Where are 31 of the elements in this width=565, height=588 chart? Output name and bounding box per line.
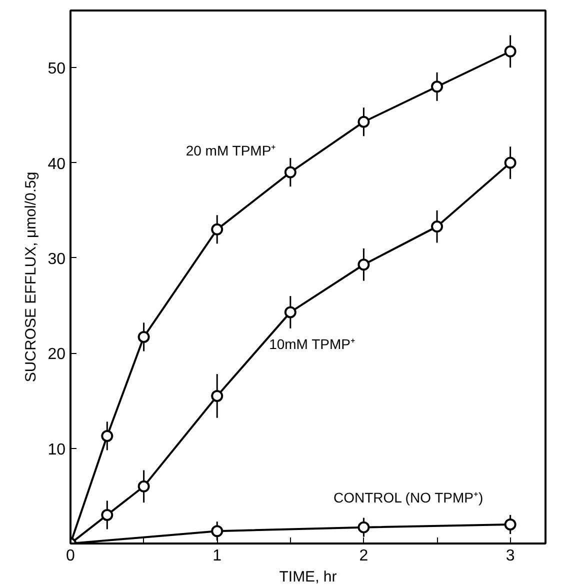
series-label: 10mM TPMP⁺ xyxy=(269,336,356,352)
x-tick-label: 3 xyxy=(506,548,515,564)
point xyxy=(504,156,516,169)
point xyxy=(211,525,224,538)
x-axis-title: TIME, hr xyxy=(279,568,337,586)
point xyxy=(358,258,370,271)
y-tick-label: 40 xyxy=(48,156,66,173)
point xyxy=(431,220,444,233)
point xyxy=(284,306,296,318)
point xyxy=(211,390,224,402)
point xyxy=(504,518,516,530)
point xyxy=(284,166,296,178)
y-tick-label: 30 xyxy=(48,250,66,268)
point xyxy=(358,521,370,534)
series-label: 20 mM TPMP⁺ xyxy=(186,142,276,158)
point xyxy=(211,223,224,236)
x-tick-label: 2 xyxy=(359,548,368,564)
y-tick-label: 10 xyxy=(48,441,66,458)
y-axis-title: SUCROSE EFFLUX, μmol/0.5g xyxy=(22,172,40,382)
point xyxy=(101,430,114,442)
y-tick-label: 20 xyxy=(48,346,66,364)
point xyxy=(138,330,150,343)
x-tick-label: 1 xyxy=(212,548,222,564)
series-label: CONTROL (NO TPMP⁺) xyxy=(333,489,484,506)
point xyxy=(138,480,150,492)
point xyxy=(101,508,114,521)
x-tick-label: 0 xyxy=(66,548,76,564)
point xyxy=(358,116,370,128)
y-tick-label: 50 xyxy=(48,60,66,78)
point xyxy=(431,80,444,93)
point xyxy=(504,45,516,58)
